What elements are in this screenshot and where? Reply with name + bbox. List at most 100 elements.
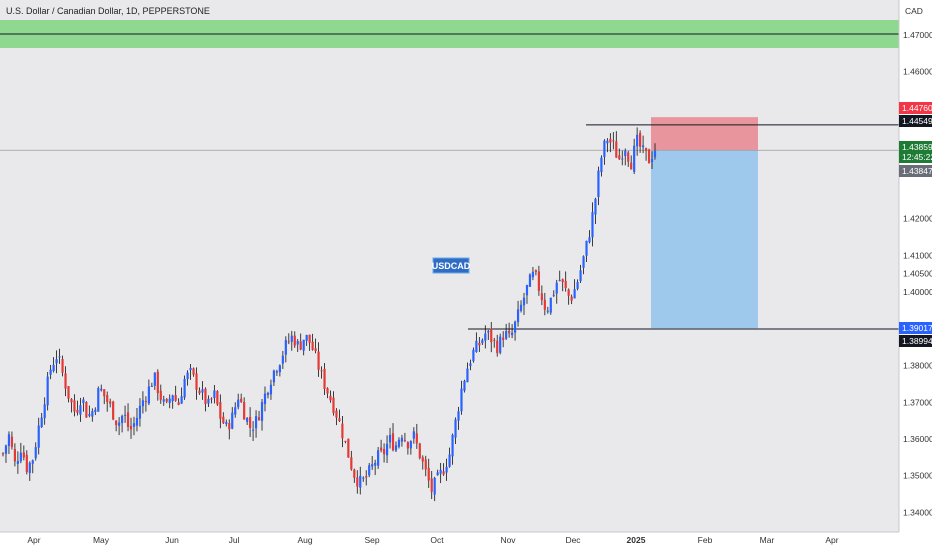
candle[interactable] bbox=[513, 320, 517, 341]
candle[interactable] bbox=[183, 375, 186, 400]
candle[interactable] bbox=[329, 390, 332, 403]
candle[interactable] bbox=[644, 147, 648, 161]
candle[interactable] bbox=[243, 397, 246, 420]
candle[interactable] bbox=[1, 452, 5, 457]
candle[interactable] bbox=[144, 396, 148, 412]
candle[interactable] bbox=[269, 379, 273, 400]
candle[interactable] bbox=[335, 408, 338, 426]
candle[interactable] bbox=[505, 323, 508, 341]
candle[interactable] bbox=[278, 364, 281, 377]
candle[interactable] bbox=[305, 334, 308, 346]
candle[interactable] bbox=[88, 405, 91, 418]
candle[interactable] bbox=[299, 333, 302, 351]
candle[interactable] bbox=[118, 417, 121, 436]
candle[interactable] bbox=[58, 348, 61, 364]
candle[interactable] bbox=[177, 398, 180, 406]
candle[interactable] bbox=[198, 387, 201, 395]
candle[interactable] bbox=[204, 387, 207, 412]
candle[interactable] bbox=[76, 400, 79, 416]
candle[interactable] bbox=[391, 423, 395, 452]
candle[interactable] bbox=[210, 397, 213, 404]
candle[interactable] bbox=[150, 382, 153, 387]
candle[interactable] bbox=[510, 324, 514, 339]
candle[interactable] bbox=[260, 399, 264, 431]
candle[interactable] bbox=[216, 390, 219, 406]
candle[interactable] bbox=[573, 279, 576, 299]
candle[interactable] bbox=[424, 455, 427, 477]
candle[interactable] bbox=[94, 407, 97, 416]
candle[interactable] bbox=[653, 143, 657, 160]
candle[interactable] bbox=[418, 442, 421, 460]
candle[interactable] bbox=[180, 387, 183, 404]
candle[interactable] bbox=[633, 138, 636, 175]
candle[interactable] bbox=[195, 367, 198, 400]
candle[interactable] bbox=[347, 438, 350, 458]
candle[interactable] bbox=[350, 450, 353, 471]
candle[interactable] bbox=[448, 447, 451, 468]
candle[interactable] bbox=[240, 393, 243, 403]
candle[interactable] bbox=[484, 325, 487, 349]
candle[interactable] bbox=[254, 410, 258, 438]
candle[interactable] bbox=[582, 255, 585, 275]
candle[interactable] bbox=[55, 350, 58, 374]
candle[interactable] bbox=[275, 369, 278, 376]
candle[interactable] bbox=[19, 442, 22, 464]
candle[interactable] bbox=[481, 338, 484, 345]
candle[interactable] bbox=[147, 379, 150, 406]
candle[interactable] bbox=[326, 387, 329, 399]
candle[interactable] bbox=[228, 419, 231, 440]
candle[interactable] bbox=[344, 440, 347, 444]
candle[interactable] bbox=[293, 331, 296, 348]
candle[interactable] bbox=[612, 132, 615, 150]
candle[interactable] bbox=[377, 447, 380, 469]
candle[interactable] bbox=[472, 347, 475, 363]
candle[interactable] bbox=[647, 148, 651, 164]
candle[interactable] bbox=[558, 270, 561, 282]
candle[interactable] bbox=[564, 271, 567, 292]
candle[interactable] bbox=[73, 394, 76, 417]
candle[interactable] bbox=[382, 443, 386, 463]
candle[interactable] bbox=[79, 397, 82, 422]
candle[interactable] bbox=[457, 406, 460, 430]
candle[interactable] bbox=[85, 401, 88, 418]
candle[interactable] bbox=[189, 364, 192, 380]
candle[interactable] bbox=[302, 339, 305, 356]
candle[interactable] bbox=[49, 365, 52, 380]
candle[interactable] bbox=[650, 151, 654, 170]
candle[interactable] bbox=[579, 264, 582, 284]
candle[interactable] bbox=[493, 337, 496, 348]
candle[interactable] bbox=[46, 372, 49, 411]
candle[interactable] bbox=[445, 458, 448, 481]
candle[interactable] bbox=[543, 292, 546, 316]
take-profit-zone[interactable] bbox=[651, 150, 758, 329]
candle[interactable] bbox=[451, 433, 454, 465]
candle[interactable] bbox=[630, 155, 633, 170]
candle[interactable] bbox=[311, 333, 314, 351]
candle[interactable] bbox=[368, 462, 371, 478]
time-axis[interactable]: Apr May Jun Jul Aug Sep Oct Nov Dec 2025 Feb Mar Apr bbox=[0, 531, 932, 550]
candle[interactable] bbox=[123, 405, 127, 423]
candle[interactable] bbox=[40, 412, 43, 428]
candle[interactable] bbox=[296, 339, 299, 352]
candle[interactable] bbox=[207, 395, 210, 407]
candle[interactable] bbox=[251, 421, 255, 441]
candle[interactable] bbox=[174, 385, 177, 402]
candle[interactable] bbox=[132, 416, 136, 436]
candle[interactable] bbox=[561, 278, 564, 292]
candle[interactable] bbox=[409, 440, 412, 455]
candle[interactable] bbox=[201, 381, 204, 400]
candle[interactable] bbox=[82, 397, 85, 412]
candle[interactable] bbox=[397, 437, 401, 449]
candle[interactable] bbox=[67, 385, 70, 403]
candle[interactable] bbox=[570, 294, 573, 305]
candle[interactable] bbox=[186, 370, 189, 386]
candle[interactable] bbox=[37, 417, 40, 455]
candle[interactable] bbox=[537, 265, 540, 296]
candle[interactable] bbox=[246, 417, 249, 425]
candle[interactable] bbox=[508, 322, 511, 338]
candle[interactable] bbox=[64, 366, 67, 397]
candle[interactable] bbox=[290, 330, 293, 351]
candle[interactable] bbox=[237, 393, 240, 410]
candle[interactable] bbox=[400, 434, 404, 447]
candle[interactable] bbox=[374, 459, 377, 476]
